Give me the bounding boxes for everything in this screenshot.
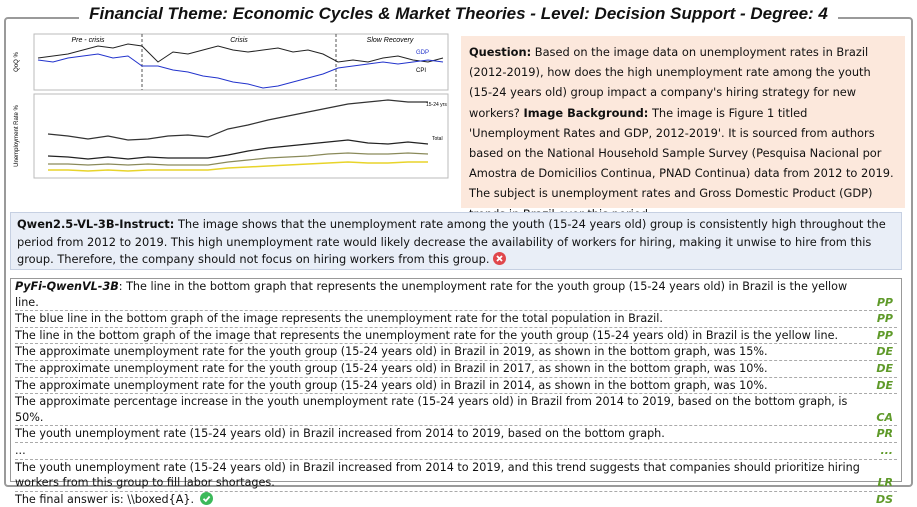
step-text: The approximate percentage increase in t… (15, 395, 848, 424)
wrong-icon (493, 252, 507, 265)
step-text: The line in the bottom graph of the imag… (15, 328, 839, 342)
step-row: The youth unemployment rate (15-24 years… (15, 460, 897, 492)
baseline-text: The image shows that the unemployment ra… (17, 217, 886, 266)
question-label: Question: (469, 45, 532, 59)
banner: Financial Theme: Economic Cycles & Marke… (0, 4, 917, 24)
top-axes (33, 33, 449, 91)
line (48, 152, 429, 166)
step-tag: DE (876, 345, 893, 359)
step-text: : The line in the bottom graph that repr… (15, 280, 848, 309)
youth-line (47, 99, 428, 141)
step-row: The approximate unemployment rate for th… (15, 344, 897, 361)
question-text: Based on the image data on unemployment … (469, 45, 871, 120)
step-text: The approximate unemployment rate for th… (15, 361, 768, 375)
step-row: ...... (15, 443, 897, 460)
step-tag: ... (880, 443, 893, 457)
step-tag: PP (876, 295, 893, 309)
step-row: The approximate unemployment rate for th… (15, 361, 897, 378)
period-label: Pre - crisis (71, 37, 105, 44)
line-label: Total (432, 136, 443, 142)
step-row: The final answer is: \\boxed{A}. DS (15, 491, 897, 507)
figure-bg (8, 32, 454, 200)
step-text: The youth unemployment rate (15-24 years… (15, 427, 665, 441)
step-tag: PR (876, 427, 893, 441)
step-tag: DS (875, 492, 893, 506)
line-label: 15-24 yrs (426, 102, 447, 108)
bottom-axes (33, 93, 449, 179)
background-text: The image is Figure 1 titled 'Unemployme… (469, 105, 894, 221)
period-label: Slow Recovery (367, 37, 414, 44)
background-label: Image Background: (523, 105, 649, 120)
step-row: The blue line in the bottom graph of the… (15, 311, 897, 328)
question-box: Question: Based on the image data on une… (461, 36, 905, 221)
y-label: QoQ % (14, 52, 20, 72)
step-text: The youth unemployment rate (15-24 years… (15, 460, 860, 490)
baseline-model: Qwen2.5-VL-3B-Instruct: (17, 217, 175, 231)
step-row: The approximate percentage increase in t… (15, 394, 897, 427)
step-text: The final answer is: \\boxed{A}. (15, 492, 195, 506)
baseline-box: Qwen2.5-VL-3B-Instruct: The image shows … (10, 212, 902, 270)
step-tag: CA (876, 410, 893, 424)
check-icon (200, 491, 214, 505)
step-text: The approximate unemployment rate for th… (15, 345, 768, 359)
steps-box: PyFi-QwenVL-3B: The line in the bottom g… (10, 278, 902, 506)
step-text: The approximate unemployment rate for th… (15, 378, 768, 392)
line (48, 161, 428, 172)
legend-label: GDP (416, 50, 429, 56)
step-tag: DE (876, 361, 893, 375)
step-tag: LR (877, 476, 893, 490)
step-text: ... (15, 443, 26, 457)
step-row: The line in the bottom graph of the imag… (15, 328, 897, 345)
step-row: The youth unemployment rate (15-24 years… (15, 426, 897, 443)
total-line (47, 139, 429, 160)
period-label: Crisis (230, 37, 248, 44)
step-tag: PP (876, 328, 893, 342)
gdp-line (37, 53, 444, 89)
step-tag: PP (876, 312, 893, 326)
legend-label: CPI (416, 68, 426, 74)
step-tag: DE (876, 378, 893, 392)
step-row: PyFi-QwenVL-3B: The line in the bottom g… (15, 279, 897, 312)
figure: Pre - crisis Crisis Slow Recovery QoQ % … (8, 32, 454, 200)
steps-model: PyFi-QwenVL-3B (15, 280, 119, 293)
y-label: Unemployment Rate % (14, 104, 20, 166)
step-text: The blue line in the bottom graph of the… (15, 312, 663, 326)
page: Financial Theme: Economic Cycles & Marke… (0, 4, 917, 506)
title: Financial Theme: Economic Cycles & Marke… (79, 4, 838, 23)
cpi-line (37, 43, 444, 63)
step-row: The approximate unemployment rate for th… (15, 378, 897, 395)
